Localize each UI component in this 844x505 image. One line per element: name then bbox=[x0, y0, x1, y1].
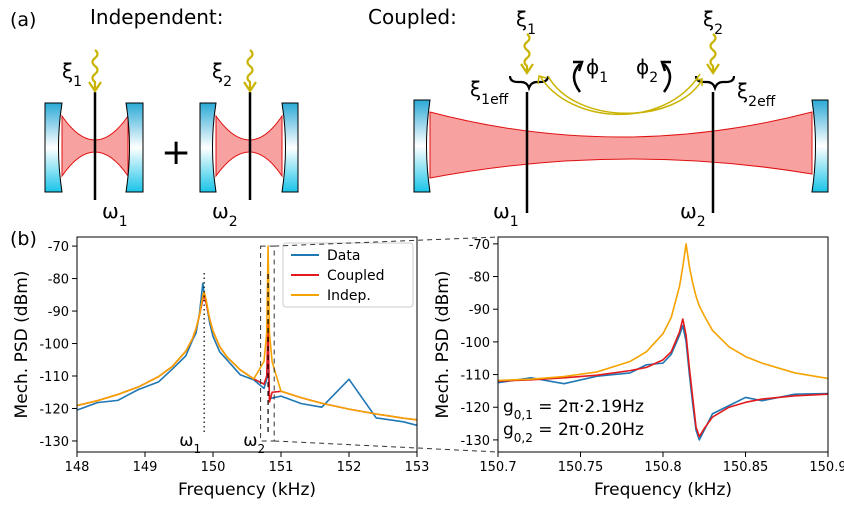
panel-label: (b) bbox=[10, 228, 37, 250]
beam bbox=[429, 111, 813, 179]
y-tick-label: -70 bbox=[48, 240, 69, 255]
series-line bbox=[498, 318, 828, 438]
drive-arrow bbox=[243, 49, 257, 93]
y-tick-label: -70 bbox=[469, 238, 490, 253]
phase-arrow bbox=[660, 60, 672, 93]
y-tick-label: -80 bbox=[48, 273, 69, 288]
x-tick-label: 150.7 bbox=[479, 460, 516, 475]
legend-label: Coupled bbox=[327, 268, 385, 284]
plot-frame bbox=[497, 236, 829, 453]
frequency-label: ω1 bbox=[493, 199, 519, 230]
x-tick-label: 150 bbox=[201, 460, 226, 475]
drive-arrow bbox=[706, 33, 720, 75]
mirror bbox=[44, 102, 63, 193]
drive-arrow bbox=[520, 33, 534, 75]
legend-label: Indep. bbox=[327, 288, 371, 304]
plot: 150.7 150.75 150.8 150.85 150.9 -70 -80 -90 -100… bbox=[433, 236, 844, 500]
mirror bbox=[413, 99, 431, 193]
series-group bbox=[77, 245, 417, 427]
series-line bbox=[77, 282, 417, 427]
y-tick-label: -90 bbox=[48, 305, 69, 320]
drive-label: ξ2 bbox=[212, 59, 232, 90]
y-tick-label: -110 bbox=[39, 370, 69, 385]
plot-frame bbox=[76, 236, 418, 453]
brace bbox=[508, 75, 550, 92]
annotation: g0,1 = 2π·2.19Hz bbox=[503, 397, 644, 422]
x-axis-label: Frequency (kHz) bbox=[594, 480, 732, 500]
series-line bbox=[498, 243, 828, 382]
drive-arrow bbox=[88, 49, 102, 93]
y-tick-label: -100 bbox=[460, 336, 490, 351]
frequency-label: ω1 bbox=[102, 199, 128, 230]
legend: Data Coupled Indep. bbox=[282, 242, 414, 308]
frequency-label: ω2 bbox=[680, 199, 706, 230]
x-tick-label: 149 bbox=[133, 460, 158, 475]
independent-title: Independent: bbox=[90, 5, 224, 29]
y-tick-label: -90 bbox=[469, 303, 490, 318]
y-tick-label: -120 bbox=[39, 402, 69, 417]
series-line bbox=[77, 245, 417, 421]
zoom-connector bbox=[274, 236, 499, 247]
plus-sign: + bbox=[161, 132, 191, 173]
y-tick-label: -130 bbox=[460, 434, 490, 449]
x-tick-label: 150.9 bbox=[809, 460, 844, 475]
y-tick-label: -100 bbox=[39, 338, 69, 353]
legend-label: Data bbox=[327, 248, 360, 264]
marker-label: ω1 bbox=[179, 431, 201, 456]
mirror bbox=[125, 102, 144, 193]
drive-label: ξ2 bbox=[703, 7, 723, 38]
marker-label: ω2 bbox=[243, 431, 265, 456]
x-tick-label: 150.75 bbox=[558, 460, 604, 475]
mirror bbox=[281, 102, 299, 193]
x-tick-label: 150.85 bbox=[723, 460, 769, 475]
series-line bbox=[77, 294, 417, 421]
annotation: g0,2 = 2π·0.20Hz bbox=[503, 420, 644, 445]
panel-label: (a) bbox=[10, 9, 36, 31]
plot: 148 149 150 151 152 153 -70 -80 -90 -100 -110 -120 -… bbox=[10, 228, 429, 500]
series-group bbox=[498, 243, 828, 441]
y-tick-label: -120 bbox=[460, 401, 490, 416]
phase-label: ϕ1 bbox=[586, 55, 608, 86]
frequency-label: ω2 bbox=[212, 199, 238, 230]
coupled-title: Coupled: bbox=[368, 5, 457, 29]
effective-drive-label: ξ1eff bbox=[470, 77, 509, 108]
mirror bbox=[199, 102, 217, 193]
x-tick-label: 153 bbox=[405, 460, 430, 475]
phase-label: ϕ2 bbox=[636, 55, 658, 86]
x-tick-label: 150.8 bbox=[644, 460, 681, 475]
drive-label: ξ1 bbox=[62, 59, 82, 90]
y-tick-label: -130 bbox=[39, 435, 69, 450]
y-axis-label: Mech. PSD (dBm) bbox=[433, 271, 453, 419]
diagram: (a) Independent: Coupled: + ξ1 ω1 ξ2 ω2 … bbox=[10, 5, 829, 230]
coupling-path bbox=[547, 75, 703, 114]
mirror bbox=[811, 99, 829, 193]
y-tick-label: -80 bbox=[469, 271, 490, 286]
phase-arrow bbox=[572, 60, 584, 93]
x-tick-label: 152 bbox=[337, 460, 362, 475]
x-tick-label: 151 bbox=[269, 460, 294, 475]
zoom-box bbox=[260, 245, 275, 442]
effective-drive-label: ξ2eff bbox=[737, 79, 776, 110]
charts: 148 149 150 151 152 153 -70 -80 -90 -100 -110 -120 -… bbox=[10, 228, 844, 500]
zoom-connector bbox=[274, 440, 499, 453]
drive-label: ξ1 bbox=[516, 7, 536, 38]
x-axis-label: Frequency (kHz) bbox=[178, 480, 316, 500]
y-tick-label: -110 bbox=[460, 369, 490, 384]
coupling-path bbox=[537, 73, 701, 116]
x-tick-label: 148 bbox=[65, 460, 90, 475]
y-axis-label: Mech. PSD (dBm) bbox=[12, 271, 32, 419]
